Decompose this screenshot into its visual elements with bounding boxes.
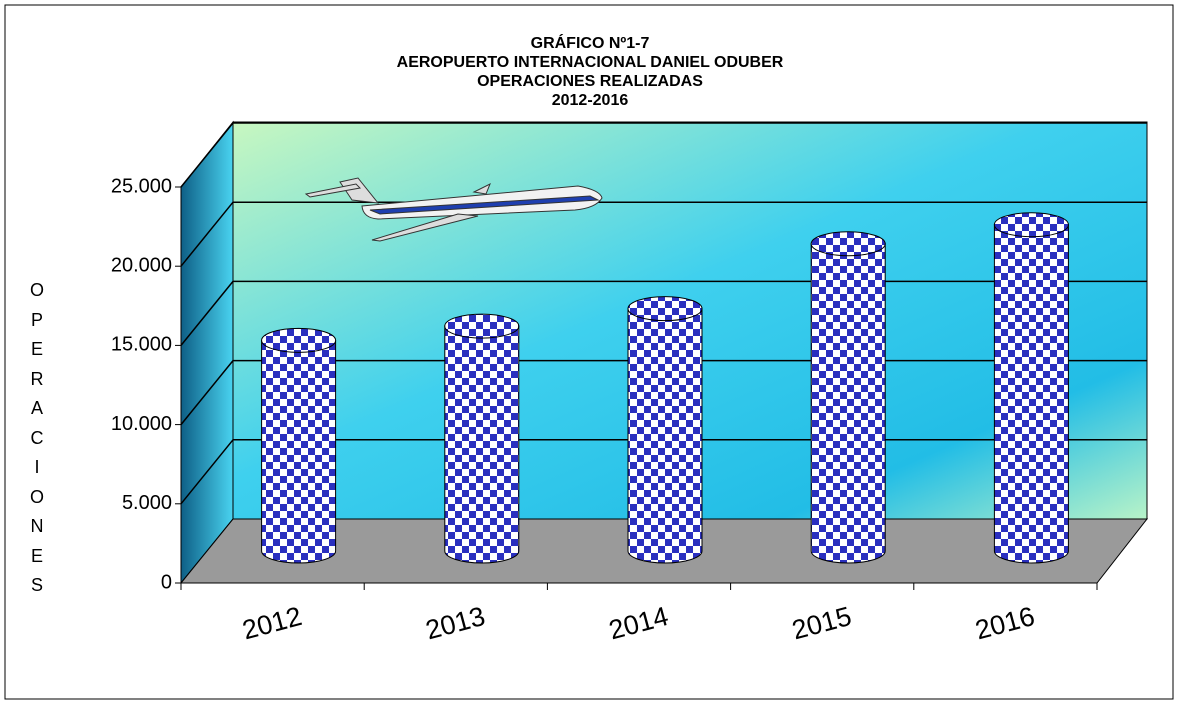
y-tick-label: 0 (161, 571, 172, 593)
cylinder-top (627, 296, 703, 322)
grid-line (180, 201, 234, 267)
cylinder (444, 325, 520, 564)
y-tick-label: 10.000 (111, 413, 172, 435)
cylinder-top (993, 212, 1069, 238)
chart-title: 2012-2016 (552, 92, 629, 109)
airplane-icon (304, 177, 603, 242)
cylinder (261, 339, 337, 564)
side-wall (180, 120, 234, 585)
cylinder-top (444, 313, 520, 339)
y-axis-label: OPERACIONES (30, 280, 45, 595)
y-tick-label: 25.000 (111, 175, 172, 197)
cylinder (810, 243, 886, 564)
grid-line (180, 360, 234, 426)
y-tick-label: 15.000 (111, 334, 172, 356)
grid-line (180, 439, 234, 505)
cylinder (993, 224, 1069, 564)
y-tick-label: 20.000 (111, 254, 172, 276)
cylinder-top (261, 327, 337, 353)
chart-title: GRÁFICO Nº1-7 (531, 33, 650, 52)
y-tick-label: 5.000 (122, 492, 172, 514)
chart-title: AEROPUERTO INTERNACIONAL DANIEL ODUBER (397, 54, 784, 71)
cylinder (627, 308, 703, 564)
chart-title: OPERACIONES REALIZADAS (477, 73, 703, 90)
grid-line (180, 122, 234, 188)
cylinder-top (810, 231, 886, 257)
grid-line (180, 280, 234, 346)
